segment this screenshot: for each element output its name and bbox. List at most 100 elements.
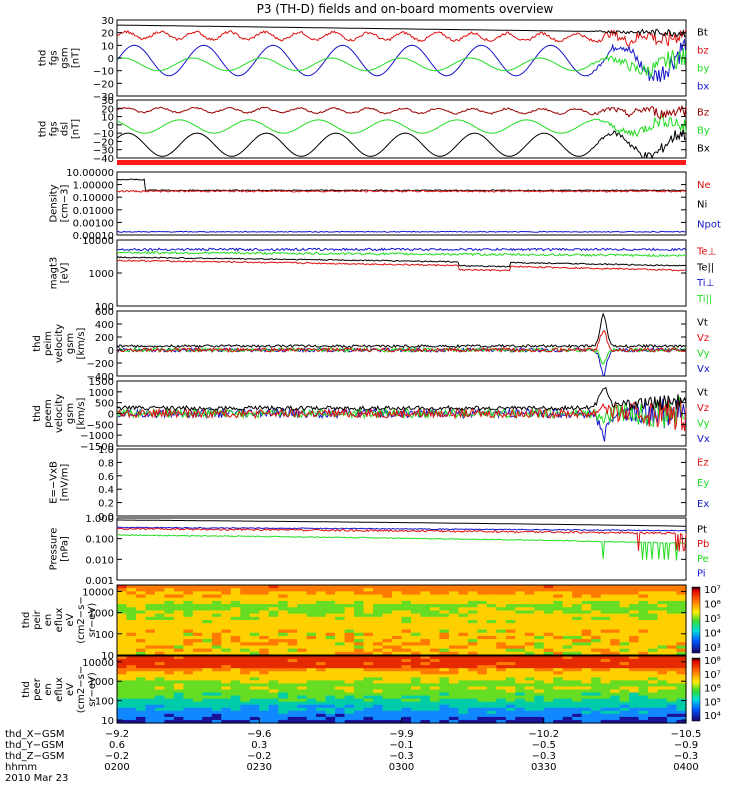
spectrogram-cell bbox=[164, 710, 175, 715]
spectrogram-cell bbox=[543, 597, 554, 602]
spectrogram-cell bbox=[354, 701, 365, 706]
spectrogram-cell bbox=[287, 689, 298, 694]
spectrogram-cell bbox=[638, 613, 649, 618]
spectrogram-cell bbox=[657, 710, 668, 715]
spectrogram-cell bbox=[325, 620, 336, 624]
xrow-value: 0230 bbox=[247, 762, 272, 773]
spectrogram-cell bbox=[259, 677, 270, 681]
spectrogram-cell bbox=[363, 585, 374, 589]
spectrogram-cell bbox=[249, 588, 260, 592]
spectrogram-cell bbox=[572, 677, 583, 681]
spectrogram-cell bbox=[534, 610, 545, 615]
spectrogram-cell bbox=[534, 613, 545, 618]
spectrogram-cell bbox=[581, 645, 592, 650]
spectrogram-cell bbox=[354, 683, 365, 688]
spectrogram-cell bbox=[363, 616, 374, 621]
spectrogram-cell bbox=[515, 635, 526, 640]
spectrogram-cell bbox=[135, 665, 147, 669]
spectrogram-cell bbox=[486, 701, 497, 706]
spectrogram-cell bbox=[135, 588, 147, 592]
spectrogram-cell bbox=[183, 674, 194, 678]
spectrogram-cell bbox=[477, 613, 488, 618]
spectrogram-cell bbox=[117, 680, 128, 685]
spectrogram-cell bbox=[401, 623, 412, 627]
spectrogram-cell bbox=[287, 662, 298, 666]
spectrogram-cell bbox=[154, 674, 166, 678]
spectrogram-cell bbox=[221, 623, 232, 627]
spectrogram-cell bbox=[287, 591, 298, 596]
spectrogram-cell bbox=[505, 719, 516, 724]
spectrogram-cell bbox=[515, 623, 526, 627]
spectrogram-cell bbox=[600, 616, 611, 621]
spectrogram-cell bbox=[154, 692, 166, 697]
spectrogram-cell bbox=[486, 689, 497, 694]
spectrogram-cell bbox=[382, 594, 393, 599]
spectrogram-cell bbox=[325, 677, 336, 681]
quality-flag-bar bbox=[117, 160, 686, 165]
spectrogram-cell bbox=[145, 665, 156, 669]
spectrogram-cell bbox=[667, 680, 678, 685]
spectrogram-cell bbox=[429, 710, 441, 715]
spectrogram-cell bbox=[278, 698, 289, 703]
spectrogram-cell bbox=[211, 642, 222, 647]
spectrogram-cell bbox=[420, 659, 431, 663]
spectrogram-cell bbox=[648, 642, 659, 647]
spectrogram-cell bbox=[581, 651, 592, 656]
spectrogram-cell bbox=[316, 623, 327, 627]
spectrogram-cell bbox=[211, 616, 222, 621]
spectrogram-cell bbox=[259, 719, 270, 724]
spectrogram-cell bbox=[259, 604, 270, 608]
spectrogram-cell bbox=[306, 648, 317, 653]
spectrogram-cell bbox=[373, 591, 384, 596]
spectrogram-cell bbox=[429, 645, 441, 650]
spectrogram-cell bbox=[610, 594, 621, 599]
spectrogram-cell bbox=[192, 645, 203, 650]
spectrogram-cell bbox=[638, 716, 649, 721]
spectrogram-cell bbox=[581, 604, 592, 608]
spectrogram-cell bbox=[448, 600, 459, 605]
spectrogram-cell bbox=[117, 594, 128, 599]
spectrogram-cell bbox=[202, 662, 213, 666]
spectrogram-cell bbox=[344, 616, 355, 621]
spectrogram-cell bbox=[192, 716, 203, 721]
spectrogram-cell bbox=[211, 594, 222, 599]
series-Ti|| bbox=[116, 250, 687, 258]
spectrogram-cell bbox=[344, 716, 355, 721]
spectrogram-cell bbox=[363, 613, 374, 618]
spectrogram-cell bbox=[581, 713, 592, 718]
spectrogram-cell bbox=[382, 668, 393, 672]
spectrogram-cell bbox=[363, 656, 374, 660]
spectrogram-cell bbox=[619, 645, 630, 650]
spectrogram-cell bbox=[429, 604, 441, 608]
spectrogram-cell bbox=[221, 716, 232, 721]
spectrogram-cell bbox=[363, 716, 374, 721]
spectrogram-cell bbox=[230, 683, 241, 688]
spectrogram-cell bbox=[164, 668, 175, 672]
spectrogram-cell bbox=[629, 635, 640, 640]
spectrogram-cell bbox=[410, 607, 422, 612]
spectrogram-cell bbox=[173, 616, 184, 621]
spectrogram-cell bbox=[458, 629, 469, 634]
spectrogram-cell bbox=[676, 594, 687, 599]
spectrogram-cell bbox=[230, 635, 241, 640]
spectrogram-cell bbox=[448, 677, 459, 681]
spectrogram-cell bbox=[496, 591, 507, 596]
spectrogram-cell bbox=[486, 713, 497, 718]
spectrogram-cell bbox=[429, 704, 441, 709]
spectrogram-cell bbox=[306, 600, 317, 605]
spectrogram-cell bbox=[667, 707, 678, 712]
spectrogram-cell bbox=[401, 692, 412, 697]
spectrogram-cell bbox=[259, 651, 270, 656]
spectrogram-cell bbox=[135, 680, 147, 685]
spectrogram-cell bbox=[534, 716, 545, 721]
spectrogram-cell bbox=[135, 645, 147, 650]
spectrogram-cell bbox=[145, 683, 156, 688]
spectrogram-cell bbox=[610, 600, 621, 605]
spectrogram-cell bbox=[410, 613, 422, 618]
spectrogram-cell bbox=[562, 683, 573, 688]
spectrogram-cell bbox=[629, 659, 640, 663]
spectrogram-cell bbox=[297, 651, 308, 656]
spectrogram-cell bbox=[610, 698, 621, 703]
spectrogram-cell bbox=[534, 662, 545, 666]
spectrogram-cell bbox=[221, 597, 232, 602]
